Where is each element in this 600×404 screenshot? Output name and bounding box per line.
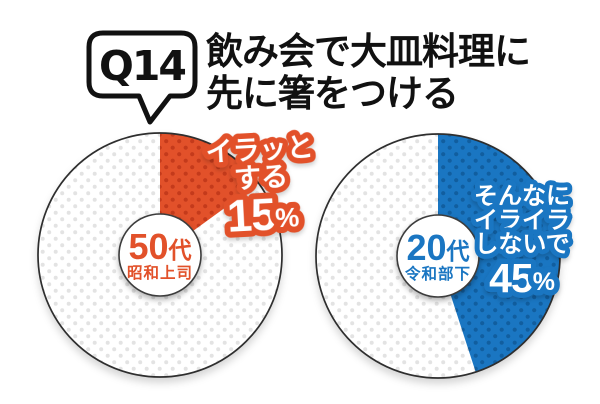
center-group-50s: 50代 — [128, 226, 191, 267]
pie-chart-50s-boss: 50代 昭和上司 イラッと する 15% — [37, 127, 320, 378]
callout-not-irritated-line2: イライラ — [474, 207, 570, 234]
pie-rim-50s — [37, 132, 283, 378]
pie-chart-20s-subordinate: 20代 令和部下 そんなに イライラ しないで 45% — [315, 133, 575, 379]
pie-center-label-50s: 50代 昭和上司 — [118, 213, 202, 297]
speech-bubble-shape — [86, 30, 198, 125]
center-disc-20s — [396, 214, 480, 298]
callout-not-irritated-line3: しないで — [474, 231, 569, 258]
callout-not-irritated-line1: そんなに — [474, 183, 570, 210]
question-badge-bubble: Q14 — [86, 30, 198, 125]
callout-irritated-percent: 15% — [226, 187, 301, 242]
callout-not-irritated: そんなに イライラ しないで 45% — [469, 178, 575, 307]
pie-rim-20s — [315, 133, 561, 379]
question-title-line1: 飲み会で大皿料理に — [206, 31, 531, 72]
center-subtitle-20s: 令和部下 — [404, 264, 471, 283]
callout-not-irritated-percent: 45% — [489, 255, 555, 301]
pie-slice-not-irritated-45 — [438, 134, 561, 373]
pie-center-label-20s: 20代 令和部下 — [396, 214, 480, 298]
center-group-20s: 20代 — [406, 227, 469, 268]
question-title-line2: 先に箸をつける — [206, 73, 459, 114]
callout-irritated-line2: する — [233, 162, 288, 195]
center-disc-50s — [118, 213, 202, 297]
question-title: 飲み会で大皿料理に 先に箸をつける — [206, 31, 566, 115]
center-subtitle-50s: 昭和上司 — [127, 264, 193, 282]
question-number: Q14 — [99, 42, 185, 90]
